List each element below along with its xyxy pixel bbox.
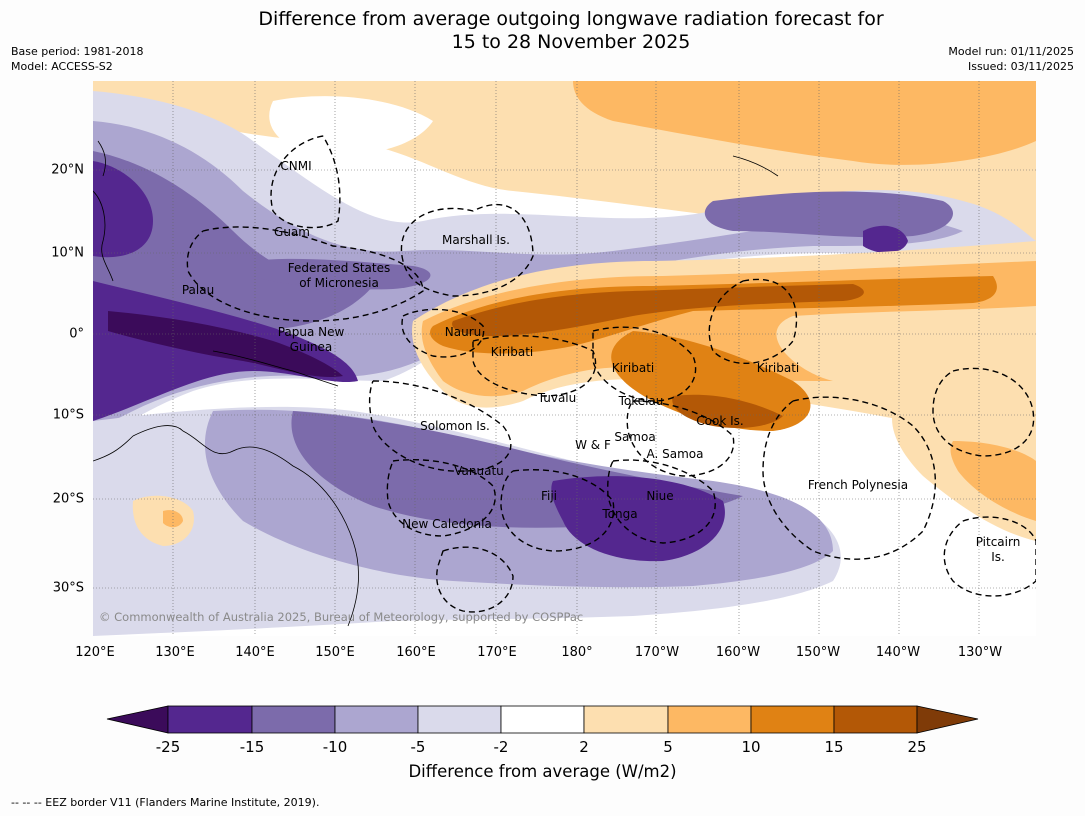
- colorbar-swatch: [500, 705, 585, 734]
- eez-footnote: -- -- -- EEZ border V11 (Flanders Marine…: [11, 796, 320, 809]
- colorbar-tick: -10: [322, 738, 348, 756]
- colorbar-swatch: [750, 705, 835, 734]
- eq-orange-peak: [452, 284, 864, 336]
- label-fiji: Fiji: [540, 489, 558, 503]
- label-kiribati-gilbert: Kiribati: [490, 345, 534, 359]
- colorbar-tick: -15: [239, 738, 265, 756]
- colorbar: [106, 705, 979, 734]
- lon-tick: 140°W: [875, 645, 921, 660]
- label-kiribati-phoenix: Kiribati: [611, 361, 655, 375]
- label-new-caledonia: New Caledonia: [402, 517, 492, 531]
- label-cook-is: Cook Is.: [696, 414, 744, 428]
- coastlines: [93, 140, 779, 627]
- lat-tick: 10°N: [51, 245, 84, 261]
- lon-tick: 160°E: [396, 645, 436, 660]
- model-name: Model: ACCESS-S2: [11, 60, 113, 73]
- label-tuvalu: Tuvalu: [537, 391, 577, 405]
- title-line-2: 15 to 28 November 2025: [451, 31, 691, 53]
- label-american-samoa: A. Samoa: [646, 447, 704, 461]
- graticule: [93, 81, 1036, 636]
- label-solomon-is: Solomon Is.: [420, 419, 490, 433]
- colorbar-tick: -2: [493, 738, 509, 756]
- colorbar-tick: 25: [907, 738, 927, 756]
- lon-tick: 130°W: [957, 645, 1003, 660]
- lat-tick: 20°S: [52, 491, 84, 507]
- lat-tick: 10°S: [52, 407, 84, 423]
- label-wallis-futuna: W & F: [575, 438, 611, 452]
- colorbar-tick: -25: [155, 738, 181, 756]
- north-orange-patch: [573, 81, 1036, 165]
- label-fsm-line1: Federated States: [287, 261, 391, 275]
- colorbar-tick: 2: [579, 738, 589, 756]
- label-samoa: Samoa: [614, 430, 656, 444]
- lon-tick: 180°: [561, 645, 593, 660]
- copyright-notice: © Commonwealth of Australia 2025, Bureau…: [99, 610, 584, 624]
- lon-tick: 130°E: [155, 645, 195, 660]
- east-dark-patch: [863, 225, 908, 253]
- lat-tick: 20°N: [51, 162, 84, 178]
- olr-anomaly-map: CNMI Guam Marshall Is. Federated States …: [93, 81, 1036, 636]
- label-niue: Niue: [646, 489, 674, 503]
- lat-tick: 30°S: [52, 580, 84, 596]
- label-marshall-is: Marshall Is.: [442, 233, 510, 247]
- label-fsm-line2: of Micronesia: [299, 276, 379, 290]
- chart-title: Difference from average outgoing longwav…: [0, 8, 1085, 54]
- colorbar-swatch: [833, 705, 918, 734]
- colorbar-tick: 15: [824, 738, 844, 756]
- colorbar-swatch: [334, 705, 419, 734]
- philippines-purple: [93, 161, 153, 258]
- map-canvas: [93, 81, 1036, 636]
- label-kiribati-line: Kiribati: [756, 361, 800, 375]
- colorbar-swatch: [167, 705, 253, 734]
- colorbar-tick: -5: [410, 738, 426, 756]
- label-pitcairn-line2: Is.: [991, 550, 1005, 564]
- issued-date: Issued: 03/11/2025: [967, 60, 1074, 73]
- colorbar-swatch: [583, 705, 669, 734]
- lon-tick: 120°E: [75, 645, 115, 660]
- lon-tick: 170°W: [634, 645, 680, 660]
- colorbar-min-extend: [106, 705, 169, 734]
- east-lilac-band: [704, 191, 953, 238]
- label-tonga: Tonga: [602, 507, 638, 521]
- label-french-polynesia: French Polynesia: [807, 478, 909, 492]
- colorbar-swatch: [417, 705, 502, 734]
- cook-orange-peak: [672, 394, 783, 428]
- lon-tick: 160°W: [715, 645, 761, 660]
- micronesia-lilac-blob: [253, 258, 431, 290]
- colorbar-tick: 10: [741, 738, 761, 756]
- eez-borders: [186, 135, 1036, 613]
- lon-tick: 150°E: [315, 645, 355, 660]
- label-guam: Guam: [274, 225, 310, 239]
- lon-tick: 140°E: [235, 645, 275, 660]
- lon-tick: 170°E: [477, 645, 517, 660]
- label-cnmi: CNMI: [280, 159, 312, 173]
- title-line-1: Difference from average outgoing longwav…: [258, 8, 884, 30]
- label-png-line2: Guinea: [289, 340, 333, 354]
- meta-left: Base period: 1981-2018 Model: ACCESS-S2: [11, 44, 143, 74]
- label-png-line1: Papua New: [277, 325, 345, 339]
- australia-orange-dot: [163, 510, 183, 528]
- colorbar-swatch: [251, 705, 336, 734]
- colorbar-label: Difference from average (W/m2): [408, 762, 677, 781]
- label-vanuatu: Vanuatu: [454, 464, 504, 478]
- colorbar-tick: 5: [663, 738, 673, 756]
- meta-right: Model run: 01/11/2025 Issued: 03/11/2025: [948, 44, 1074, 74]
- lat-tick: 0°: [69, 326, 84, 342]
- label-nauru: Nauru: [444, 325, 482, 339]
- se-orange-core: [950, 441, 1036, 521]
- png-darkest-core: [108, 311, 343, 378]
- model-run: Model run: 01/11/2025: [948, 45, 1074, 58]
- tokelau-orange: [611, 331, 811, 431]
- base-period: Base period: 1981-2018: [11, 45, 144, 58]
- lon-tick: 150°W: [795, 645, 841, 660]
- label-tokelau: Tokelau: [618, 394, 664, 408]
- label-palau: Palau: [181, 283, 215, 297]
- colorbar-swatch: [667, 705, 752, 734]
- colorbar-max-extend: [916, 705, 979, 734]
- label-pitcairn-line1: Pitcairn: [975, 535, 1021, 549]
